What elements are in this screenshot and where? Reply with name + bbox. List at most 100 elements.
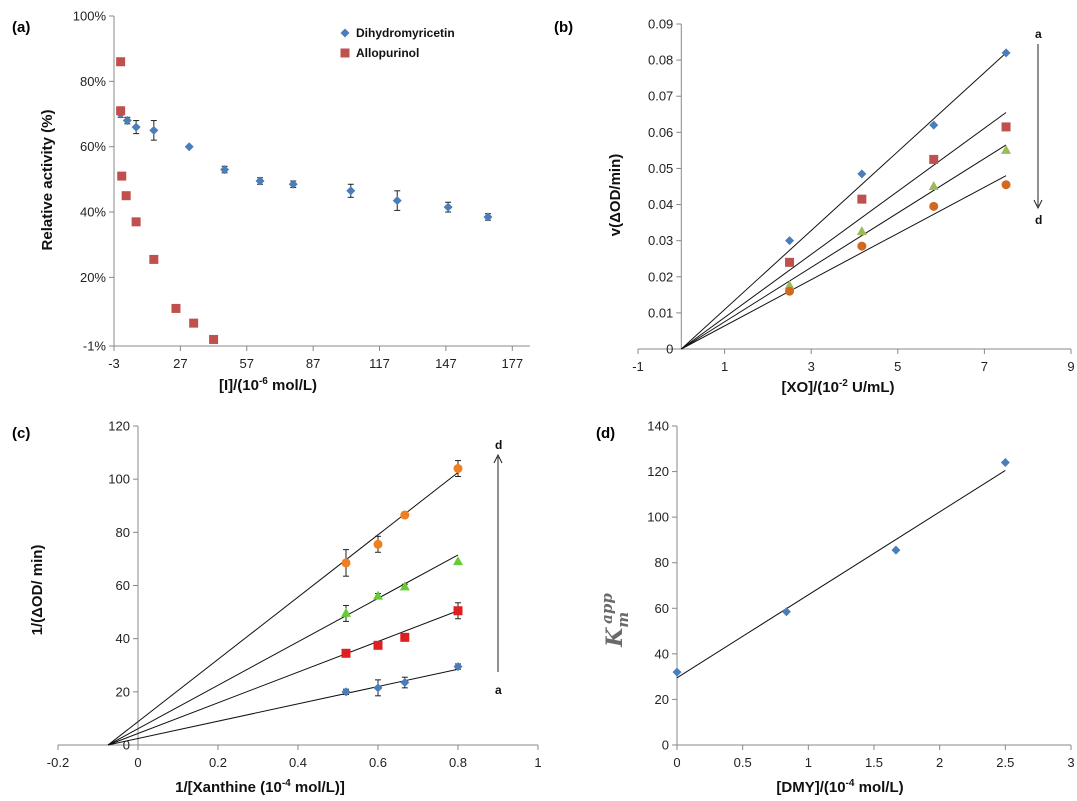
data-point	[781, 607, 791, 617]
data-point	[392, 196, 402, 206]
panel-label-a: (a)	[12, 19, 30, 36]
annotation-top: a	[1035, 27, 1042, 41]
annotation-bottom: d	[1035, 213, 1042, 227]
data-point	[373, 539, 383, 549]
y-tick-label: 0	[123, 738, 130, 753]
y-tick-label: 20%	[80, 270, 106, 285]
data-point	[891, 545, 901, 555]
data-point	[373, 640, 383, 650]
data-point	[929, 120, 939, 130]
y-tick-label: 0	[666, 342, 673, 357]
data-point	[341, 558, 351, 568]
annotation-bottom: a	[495, 683, 502, 697]
x-tick-label: 0.4	[289, 755, 307, 770]
panel-b: (b) -1 1 3 5 7 9 0 0.01 0.02 0.03 0.04 0.05 0.06 0.07…	[540, 0, 1077, 400]
x-tick-label: 0.5	[734, 755, 752, 770]
x-tick-label: 1	[805, 755, 812, 770]
arrow-head	[493, 453, 503, 464]
data-point	[209, 334, 219, 344]
x-tick-label: 0	[134, 755, 141, 770]
x-tick-label: 0	[673, 755, 680, 770]
y-tick-label: 100%	[73, 9, 107, 24]
x-tick-label: 117	[369, 356, 390, 371]
panel-d: (d) 0 0.5 1 1.5 2 2.5 3 0 20 40 60 80 100 120 140 [DMY…	[540, 400, 1077, 801]
chart-b: (b) -1 1 3 5 7 9 0 0.01 0.02 0.03 0.04 0.05 0.06 0.07…	[554, 17, 1075, 397]
data-point	[122, 116, 132, 126]
x-axis-label-a: [I]/(10-6 mol/L)	[219, 376, 317, 394]
y-tick-label: 0.06	[648, 125, 673, 140]
x-tick-label: 1	[534, 755, 541, 770]
legend-marker	[340, 48, 350, 58]
y-tick-label: 140	[647, 419, 669, 434]
y-tick-label: 40	[655, 646, 669, 661]
chart-a: (a) -3 27 57 87 117 147 177 -1% 20% 40% 60% 80% 100%…	[12, 9, 530, 394]
x-tick-label: 57	[240, 356, 254, 371]
data-point	[929, 201, 939, 211]
axes-a: -3 27 57 87 117 147 177 -1% 20% 40% 60% 80% 100%	[73, 9, 530, 371]
y-tick-label: 0.05	[648, 161, 673, 176]
data-point	[785, 257, 795, 267]
x-tick-label: 0.6	[369, 755, 387, 770]
data-point	[116, 106, 126, 116]
data-point	[131, 122, 141, 132]
data-point	[784, 280, 795, 290]
fit-line	[681, 144, 1007, 350]
fit-line	[107, 472, 459, 746]
x-axis-label-d: [DMY]/(10-4 mol/L)	[776, 778, 903, 796]
y-tick-label: 60%	[80, 139, 106, 154]
data-point	[929, 154, 939, 164]
y-axis-label-d: Kmapp	[598, 593, 632, 648]
y-tick-label: 40	[116, 631, 130, 646]
fit-line	[107, 554, 459, 746]
y-tick-label: 0.04	[648, 197, 673, 212]
data-point	[116, 57, 126, 67]
data-point	[149, 254, 159, 264]
data-point	[121, 191, 131, 201]
panel-label-d: (d)	[596, 425, 615, 442]
data-point	[341, 687, 351, 697]
data-point	[373, 590, 383, 600]
data-point	[785, 286, 795, 296]
y-axis-label-b: v(ΔOD/min)	[607, 154, 624, 236]
x-tick-label: 87	[306, 356, 320, 371]
y-tick-label: 100	[647, 510, 669, 525]
y-tick-label: 120	[108, 419, 130, 434]
panel-label-c: (c)	[12, 425, 30, 442]
y-tick-label: 0	[662, 738, 669, 753]
data-point	[1001, 122, 1011, 132]
x-axis-label-c: 1/[Xanthine (10-4 mol/L)]	[175, 778, 345, 796]
data-point	[857, 169, 867, 179]
x-tick-label: -1	[632, 359, 644, 374]
y-tick-label: 80	[655, 555, 669, 570]
y-tick-label: 60	[655, 601, 669, 616]
arrow-head	[1033, 199, 1043, 210]
data-point	[672, 667, 682, 677]
y-tick-label: 20	[116, 684, 130, 699]
fit-line	[681, 175, 1007, 350]
data-point	[149, 125, 159, 135]
legend-marker	[340, 28, 350, 38]
data-point	[483, 212, 493, 222]
x-tick-label: 0.8	[449, 755, 467, 770]
data-point	[117, 171, 127, 181]
data-point	[1001, 180, 1011, 190]
data-point	[400, 678, 410, 688]
x-tick-label: -0.2	[47, 755, 69, 770]
data-point	[184, 142, 194, 152]
annotation-top: d	[495, 438, 502, 452]
data-point	[453, 606, 463, 616]
data-point	[399, 581, 410, 591]
y-tick-label: 120	[647, 464, 669, 479]
y-tick-label: 0.07	[648, 89, 673, 104]
data-point	[131, 217, 141, 227]
fit-line	[676, 470, 1006, 679]
y-tick-label: -1%	[83, 339, 107, 354]
data-point	[400, 510, 410, 520]
y-tick-label: 80%	[80, 74, 106, 89]
data-point	[928, 181, 939, 190]
chart-d: (d) 0 0.5 1 1.5 2 2.5 3 0 20 40 60 80 100 120 140 [DMY…	[596, 419, 1075, 797]
data-point	[453, 662, 463, 672]
x-tick-label: 9	[1067, 359, 1074, 374]
y-tick-label: 40%	[80, 205, 106, 220]
y-tick-label: 0.08	[648, 53, 673, 68]
